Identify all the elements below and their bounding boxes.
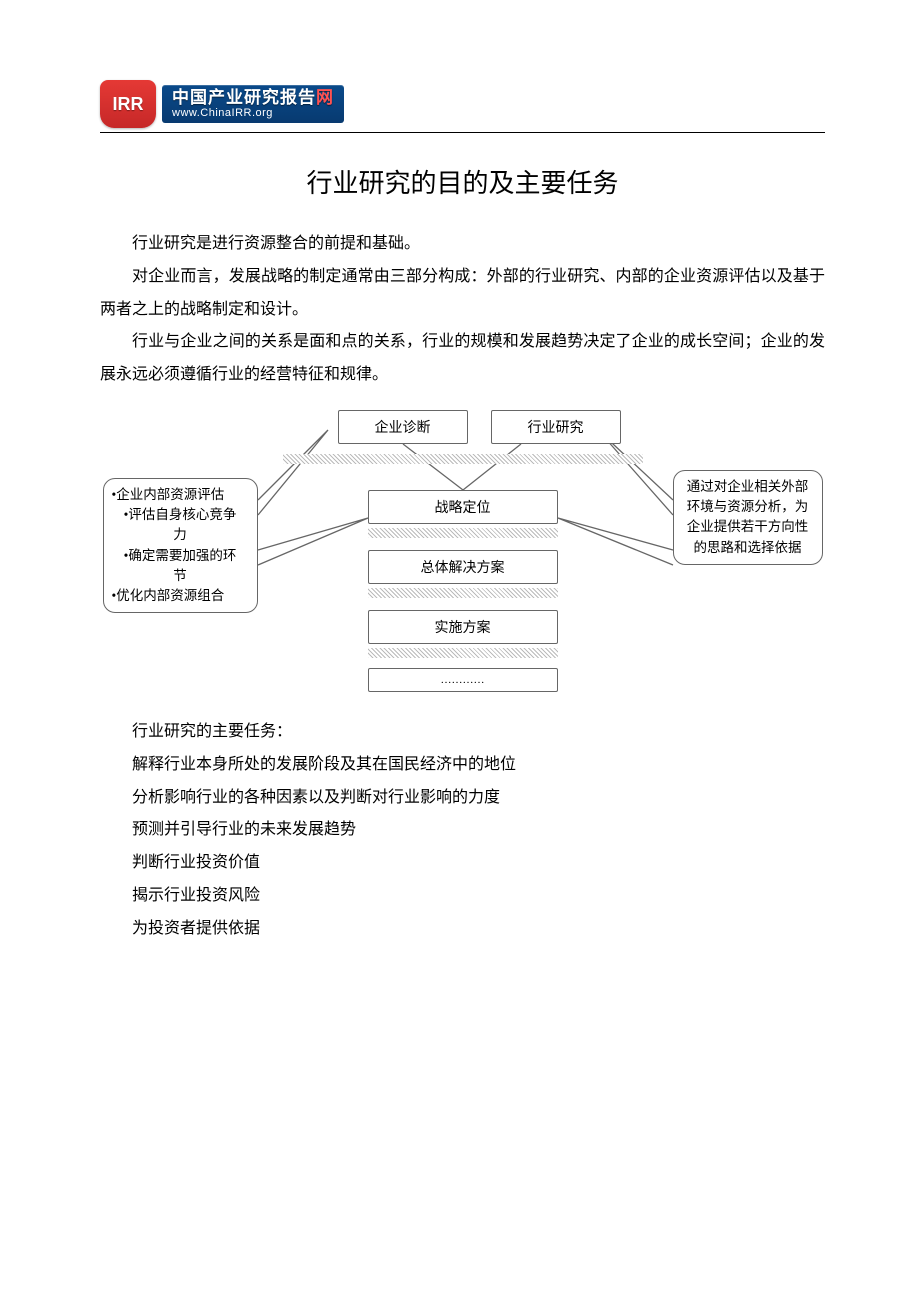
diagram-node-ellipsis: ………… <box>368 668 558 692</box>
task-item: 分析影响行业的各种因素以及判断对行业影响的力度 <box>100 782 825 815</box>
callout-left-line: •确定需要加强的环节 <box>112 546 249 587</box>
callout-left-line: •企业内部资源评估 <box>112 485 249 505</box>
paragraph-1: 行业研究是进行资源整合的前提和基础。 <box>100 228 825 261</box>
tasks-heading: 行业研究的主要任务： <box>100 716 825 749</box>
site-logo: IRR 中国产业研究报告网 www.ChinaIRR.org <box>100 80 825 128</box>
paragraph-2: 对企业而言，发展战略的制定通常由三部分构成：外部的行业研究、内部的企业资源评估以… <box>100 261 825 327</box>
diagram-hatch-2 <box>368 588 558 598</box>
page-title: 行业研究的目的及主要任务 <box>100 163 825 200</box>
paragraph-3: 行业与企业之间的关系是面和点的关系，行业的规模和发展趋势决定了企业的成长空间；企… <box>100 326 825 392</box>
logo-url: www.ChinaIRR.org <box>172 107 334 119</box>
header-divider <box>100 132 825 133</box>
logo-badge-text: IRR <box>113 94 144 115</box>
logo-badge: IRR <box>100 80 156 128</box>
task-item: 揭示行业投资风险 <box>100 880 825 913</box>
callout-left-line: •优化内部资源组合 <box>112 586 249 606</box>
diagram-callout-left: •企业内部资源评估 •评估自身核心竞争力 •确定需要加强的环节 •优化内部资源组… <box>103 478 258 614</box>
diagram-hatch-3 <box>368 648 558 658</box>
logo-cn-red: 网 <box>316 88 334 107</box>
tasks-section: 行业研究的主要任务： 解释行业本身所处的发展阶段及其在国民经济中的地位 分析影响… <box>100 716 825 946</box>
task-item: 判断行业投资价值 <box>100 847 825 880</box>
diagram-node-implementation: 实施方案 <box>368 610 558 644</box>
task-item: 解释行业本身所处的发展阶段及其在国民经济中的地位 <box>100 749 825 782</box>
strategy-diagram: 企业诊断 行业研究 战略定位 总体解决方案 实施方案 ………… •企业内部资源评… <box>103 410 823 700</box>
logo-bar: 中国产业研究报告网 www.ChinaIRR.org <box>162 85 344 124</box>
diagram-hatch-top <box>283 454 643 464</box>
diagram-node-industry-research: 行业研究 <box>491 410 621 444</box>
callout-left-line: •评估自身核心竞争力 <box>112 505 249 546</box>
logo-cn-prefix: 中国产业研究报告 <box>172 88 316 107</box>
diagram-node-enterprise-diagnosis: 企业诊断 <box>338 410 468 444</box>
task-item: 为投资者提供依据 <box>100 913 825 946</box>
diagram-node-overall-solution: 总体解决方案 <box>368 550 558 584</box>
diagram-callout-right: 通过对企业相关外部环境与资源分析，为企业提供若干方向性的思路和选择依据 <box>673 470 823 565</box>
diagram-hatch-1 <box>368 528 558 538</box>
diagram-node-strategy-position: 战略定位 <box>368 490 558 524</box>
logo-cn-line: 中国产业研究报告网 <box>172 89 334 108</box>
task-item: 预测并引导行业的未来发展趋势 <box>100 814 825 847</box>
